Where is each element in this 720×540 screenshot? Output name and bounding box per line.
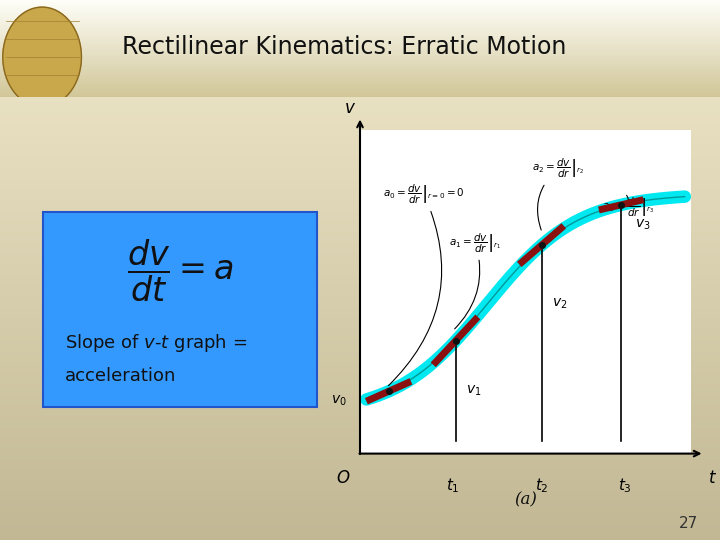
Text: acceleration: acceleration [65, 367, 176, 385]
Text: (a): (a) [514, 491, 537, 508]
Text: $t_2$: $t_2$ [536, 476, 549, 495]
Text: $O$: $O$ [336, 470, 350, 487]
Circle shape [3, 7, 81, 107]
Text: $a_3=\left.\dfrac{dv}{dr}\right|_{r_3}$: $a_3=\left.\dfrac{dv}{dr}\right|_{r_3}$ [602, 195, 654, 219]
Text: $v$: $v$ [344, 100, 356, 117]
Text: $a_0=\left.\dfrac{dv}{dr}\right|_{r=0}=0$: $a_0=\left.\dfrac{dv}{dr}\right|_{r=0}=0… [383, 183, 465, 386]
Text: $v_2$: $v_2$ [552, 296, 567, 310]
Text: Slope of $v$-$t$ graph =: Slope of $v$-$t$ graph = [65, 332, 247, 354]
Text: $t_3$: $t_3$ [618, 476, 632, 495]
Text: 27: 27 [679, 516, 698, 531]
Text: $\dfrac{dv}{dt} = a$: $\dfrac{dv}{dt} = a$ [127, 238, 233, 304]
Text: $t$: $t$ [708, 470, 717, 487]
FancyBboxPatch shape [43, 212, 317, 407]
Text: $v_3$: $v_3$ [635, 218, 650, 232]
Text: $t_1$: $t_1$ [446, 476, 459, 495]
Text: $a_2=\left.\dfrac{dv}{dr}\right|_{r_2}$: $a_2=\left.\dfrac{dv}{dr}\right|_{r_2}$ [532, 157, 584, 230]
Text: $a_1=\left.\dfrac{dv}{dr}\right|_{r_1}$: $a_1=\left.\dfrac{dv}{dr}\right|_{r_1}$ [449, 231, 502, 329]
Text: $v_0$: $v_0$ [331, 393, 347, 408]
Text: Rectilinear Kinematics: Erratic Motion: Rectilinear Kinematics: Erratic Motion [122, 35, 567, 59]
Text: $v_1$: $v_1$ [466, 383, 482, 398]
